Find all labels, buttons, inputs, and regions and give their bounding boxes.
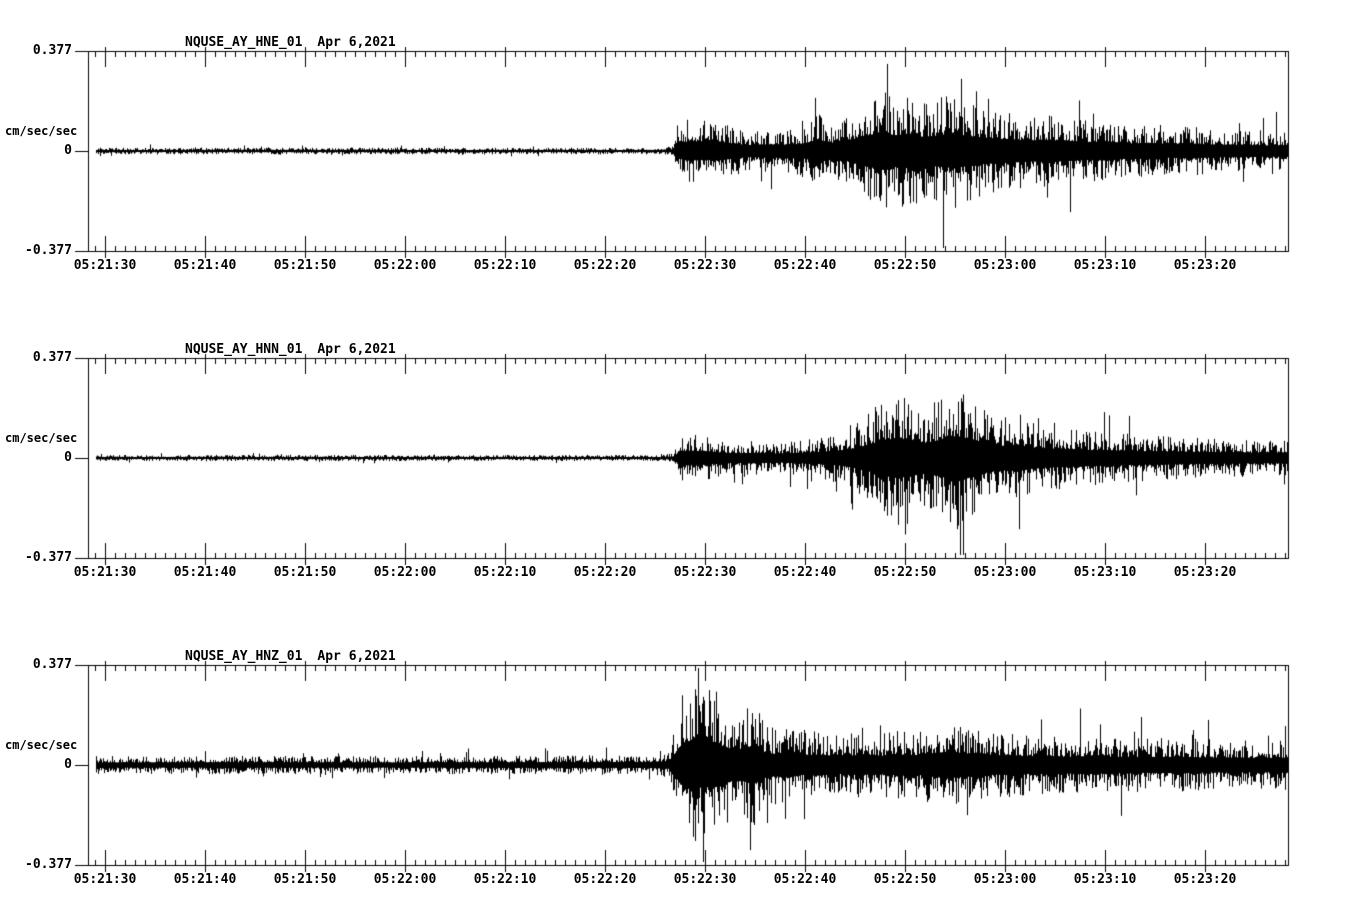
x-tick-label: 05:21:40 xyxy=(173,872,237,887)
record-date: Apr 6,2021 xyxy=(317,35,396,50)
x-tick-label: 05:22:40 xyxy=(773,258,837,273)
x-tick-label: 05:22:10 xyxy=(473,872,537,887)
station-name: NQUSE_AY_HNZ_01 xyxy=(185,649,303,664)
x-tick-label: 05:23:10 xyxy=(1073,872,1137,887)
y-tick-label-min: -0.377 xyxy=(25,857,72,872)
x-tick-label: 05:21:30 xyxy=(73,565,137,580)
record-date: Apr 6,2021 xyxy=(317,342,396,357)
x-tick-label: 05:23:20 xyxy=(1173,565,1237,580)
x-tick-label: 05:22:00 xyxy=(373,258,437,273)
x-tick-label: 05:21:40 xyxy=(173,258,237,273)
x-tick-label: 05:22:20 xyxy=(573,258,637,273)
y-tick-label-max: 0.377 xyxy=(32,43,72,58)
seismogram-panel-hne: NQUSE_AY_HNE_01 Apr 6,2021 0.377 0 -0.377… xyxy=(0,0,1358,307)
panel-title: NQUSE_AY_HNE_01 Apr 6,2021 xyxy=(185,35,396,50)
y-tick-label-max: 0.377 xyxy=(32,657,72,672)
x-tick-label: 05:22:50 xyxy=(873,258,937,273)
y-axis-units-label: cm/sec/sec xyxy=(5,124,78,138)
x-tick-label: 05:22:50 xyxy=(873,565,937,580)
x-tick-label: 05:21:50 xyxy=(273,872,337,887)
x-tick-label: 05:22:10 xyxy=(473,258,537,273)
x-tick-label: 05:23:10 xyxy=(1073,565,1137,580)
x-tick-label: 05:21:30 xyxy=(73,258,137,273)
x-tick-label: 05:22:50 xyxy=(873,872,937,887)
x-tick-label: 05:23:00 xyxy=(973,565,1037,580)
x-tick-label: 05:21:50 xyxy=(273,258,337,273)
y-axis-units-label: cm/sec/sec xyxy=(5,431,78,445)
waveform-canvas-hnn xyxy=(0,307,1358,614)
x-tick-label: 05:23:20 xyxy=(1173,258,1237,273)
y-tick-label-zero: 0 xyxy=(64,143,72,158)
waveform-canvas-hne xyxy=(0,0,1358,307)
x-tick-label: 05:23:10 xyxy=(1073,258,1137,273)
seismogram-panel-hnn: NQUSE_AY_HNN_01 Apr 6,2021 0.377 0 -0.377… xyxy=(0,307,1358,614)
x-tick-label: 05:22:10 xyxy=(473,565,537,580)
record-date: Apr 6,2021 xyxy=(317,649,396,664)
waveform-canvas-hnz xyxy=(0,614,1358,921)
x-tick-label: 05:22:00 xyxy=(373,565,437,580)
x-tick-label: 05:22:20 xyxy=(573,565,637,580)
x-tick-label: 05:22:40 xyxy=(773,872,837,887)
x-tick-label: 05:22:40 xyxy=(773,565,837,580)
panel-title: NQUSE_AY_HNZ_01 Apr 6,2021 xyxy=(185,649,396,664)
y-tick-label-zero: 0 xyxy=(64,450,72,465)
seismogram-panel-hnz: NQUSE_AY_HNZ_01 Apr 6,2021 0.377 0 -0.377… xyxy=(0,614,1358,921)
y-tick-label-max: 0.377 xyxy=(32,350,72,365)
x-tick-label: 05:22:00 xyxy=(373,872,437,887)
y-tick-label-min: -0.377 xyxy=(25,550,72,565)
x-tick-label: 05:22:20 xyxy=(573,872,637,887)
x-tick-label: 05:22:30 xyxy=(673,872,737,887)
station-name: NQUSE_AY_HNN_01 xyxy=(185,342,303,357)
x-tick-label: 05:22:30 xyxy=(673,258,737,273)
panel-title: NQUSE_AY_HNN_01 Apr 6,2021 xyxy=(185,342,396,357)
y-tick-label-min: -0.377 xyxy=(25,243,72,258)
y-tick-label-zero: 0 xyxy=(64,757,72,772)
x-tick-label: 05:23:00 xyxy=(973,872,1037,887)
x-tick-label: 05:21:30 xyxy=(73,872,137,887)
x-tick-label: 05:21:40 xyxy=(173,565,237,580)
y-axis-units-label: cm/sec/sec xyxy=(5,738,78,752)
station-name: NQUSE_AY_HNE_01 xyxy=(185,35,303,50)
x-tick-label: 05:23:00 xyxy=(973,258,1037,273)
x-tick-label: 05:23:20 xyxy=(1173,872,1237,887)
x-tick-label: 05:21:50 xyxy=(273,565,337,580)
x-tick-label: 05:22:30 xyxy=(673,565,737,580)
